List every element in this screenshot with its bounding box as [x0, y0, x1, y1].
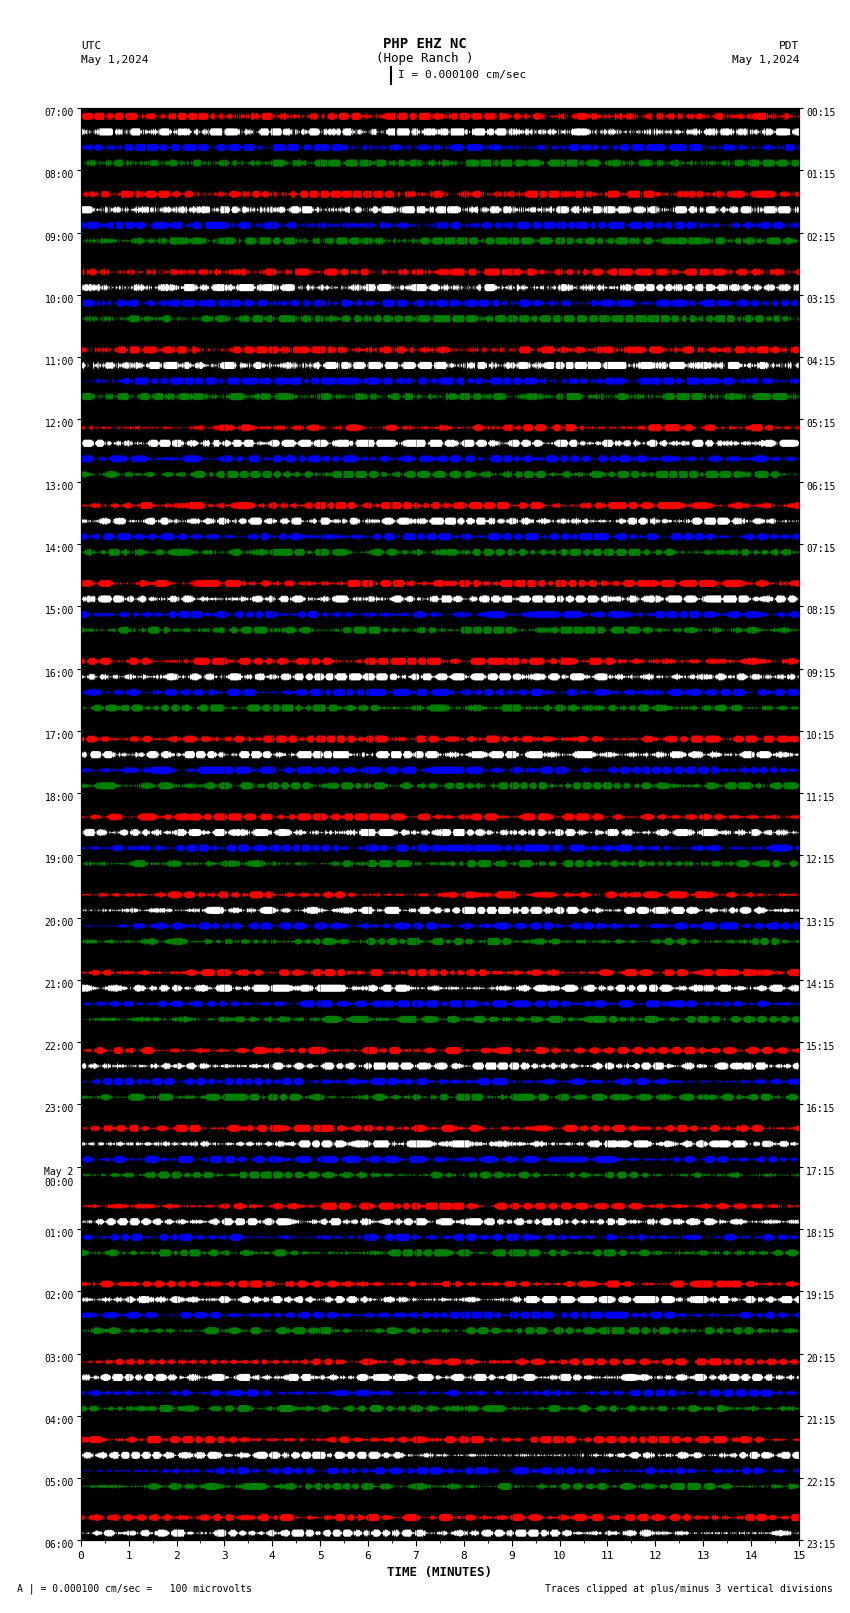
Text: UTC: UTC — [81, 40, 101, 50]
Text: May 1,2024: May 1,2024 — [732, 55, 799, 65]
Text: May 1,2024: May 1,2024 — [81, 55, 148, 65]
Text: PHP EHZ NC: PHP EHZ NC — [383, 37, 467, 50]
Text: I = 0.000100 cm/sec: I = 0.000100 cm/sec — [398, 69, 526, 79]
Text: PDT: PDT — [779, 40, 799, 50]
X-axis label: TIME (MINUTES): TIME (MINUTES) — [388, 1566, 492, 1579]
Text: A | = 0.000100 cm/sec =   100 microvolts: A | = 0.000100 cm/sec = 100 microvolts — [17, 1582, 252, 1594]
Text: Traces clipped at plus/minus 3 vertical divisions: Traces clipped at plus/minus 3 vertical … — [545, 1584, 833, 1594]
Text: (Hope Ranch ): (Hope Ranch ) — [377, 52, 473, 65]
